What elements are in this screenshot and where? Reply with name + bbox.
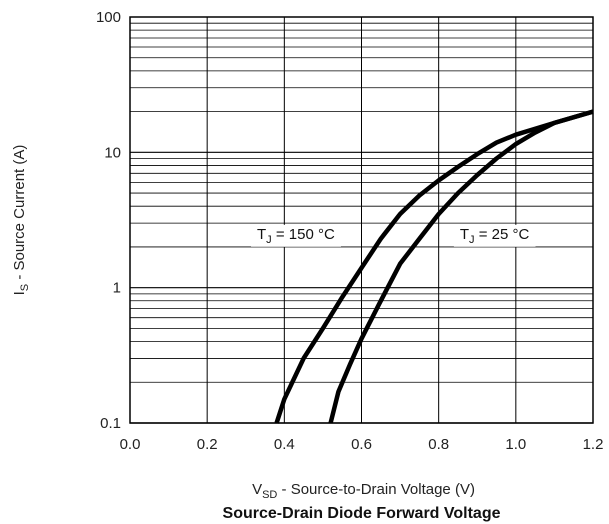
- y-tick-label: 1: [113, 280, 121, 297]
- tick-labels: 0.0 0.2 0.4 0.6 0.8 1.0 1.2 0.1 1 10 100: [96, 9, 603, 453]
- y-tick-label: 0.1: [100, 415, 121, 432]
- x-tick-label: 0.2: [197, 436, 218, 453]
- y-tick-label: 10: [104, 144, 121, 161]
- x-tick-label: 1.2: [583, 436, 604, 453]
- plot-frame: [129, 16, 594, 424]
- series-label-25c: TJ = 25 °C: [453, 224, 536, 247]
- series-line-1: [328, 109, 594, 424]
- x-tick-label: 0.0: [120, 436, 141, 453]
- grid: [129, 17, 594, 424]
- y-tick-label: 100: [96, 9, 121, 26]
- x-axis-label: VSD - Source-to-Drain Voltage (V): [252, 481, 475, 501]
- svg-text:TJ = 150 °C: TJ = 150 °C: [257, 226, 335, 246]
- curves: [274, 109, 594, 424]
- x-tick-label: 0.4: [274, 436, 295, 453]
- svg-text:TJ = 25 °C: TJ = 25 °C: [460, 226, 530, 246]
- x-tick-label: 0.8: [428, 436, 449, 453]
- x-tick-label: 0.6: [351, 436, 372, 453]
- chart-title: Source-Drain Diode Forward Voltage: [223, 505, 501, 522]
- series-line-0: [274, 109, 594, 424]
- y-axis-label: IS - Source Current (A): [11, 145, 31, 296]
- series-label-150c: TJ = 150 °C: [251, 224, 341, 247]
- x-tick-label: 1.0: [505, 436, 526, 453]
